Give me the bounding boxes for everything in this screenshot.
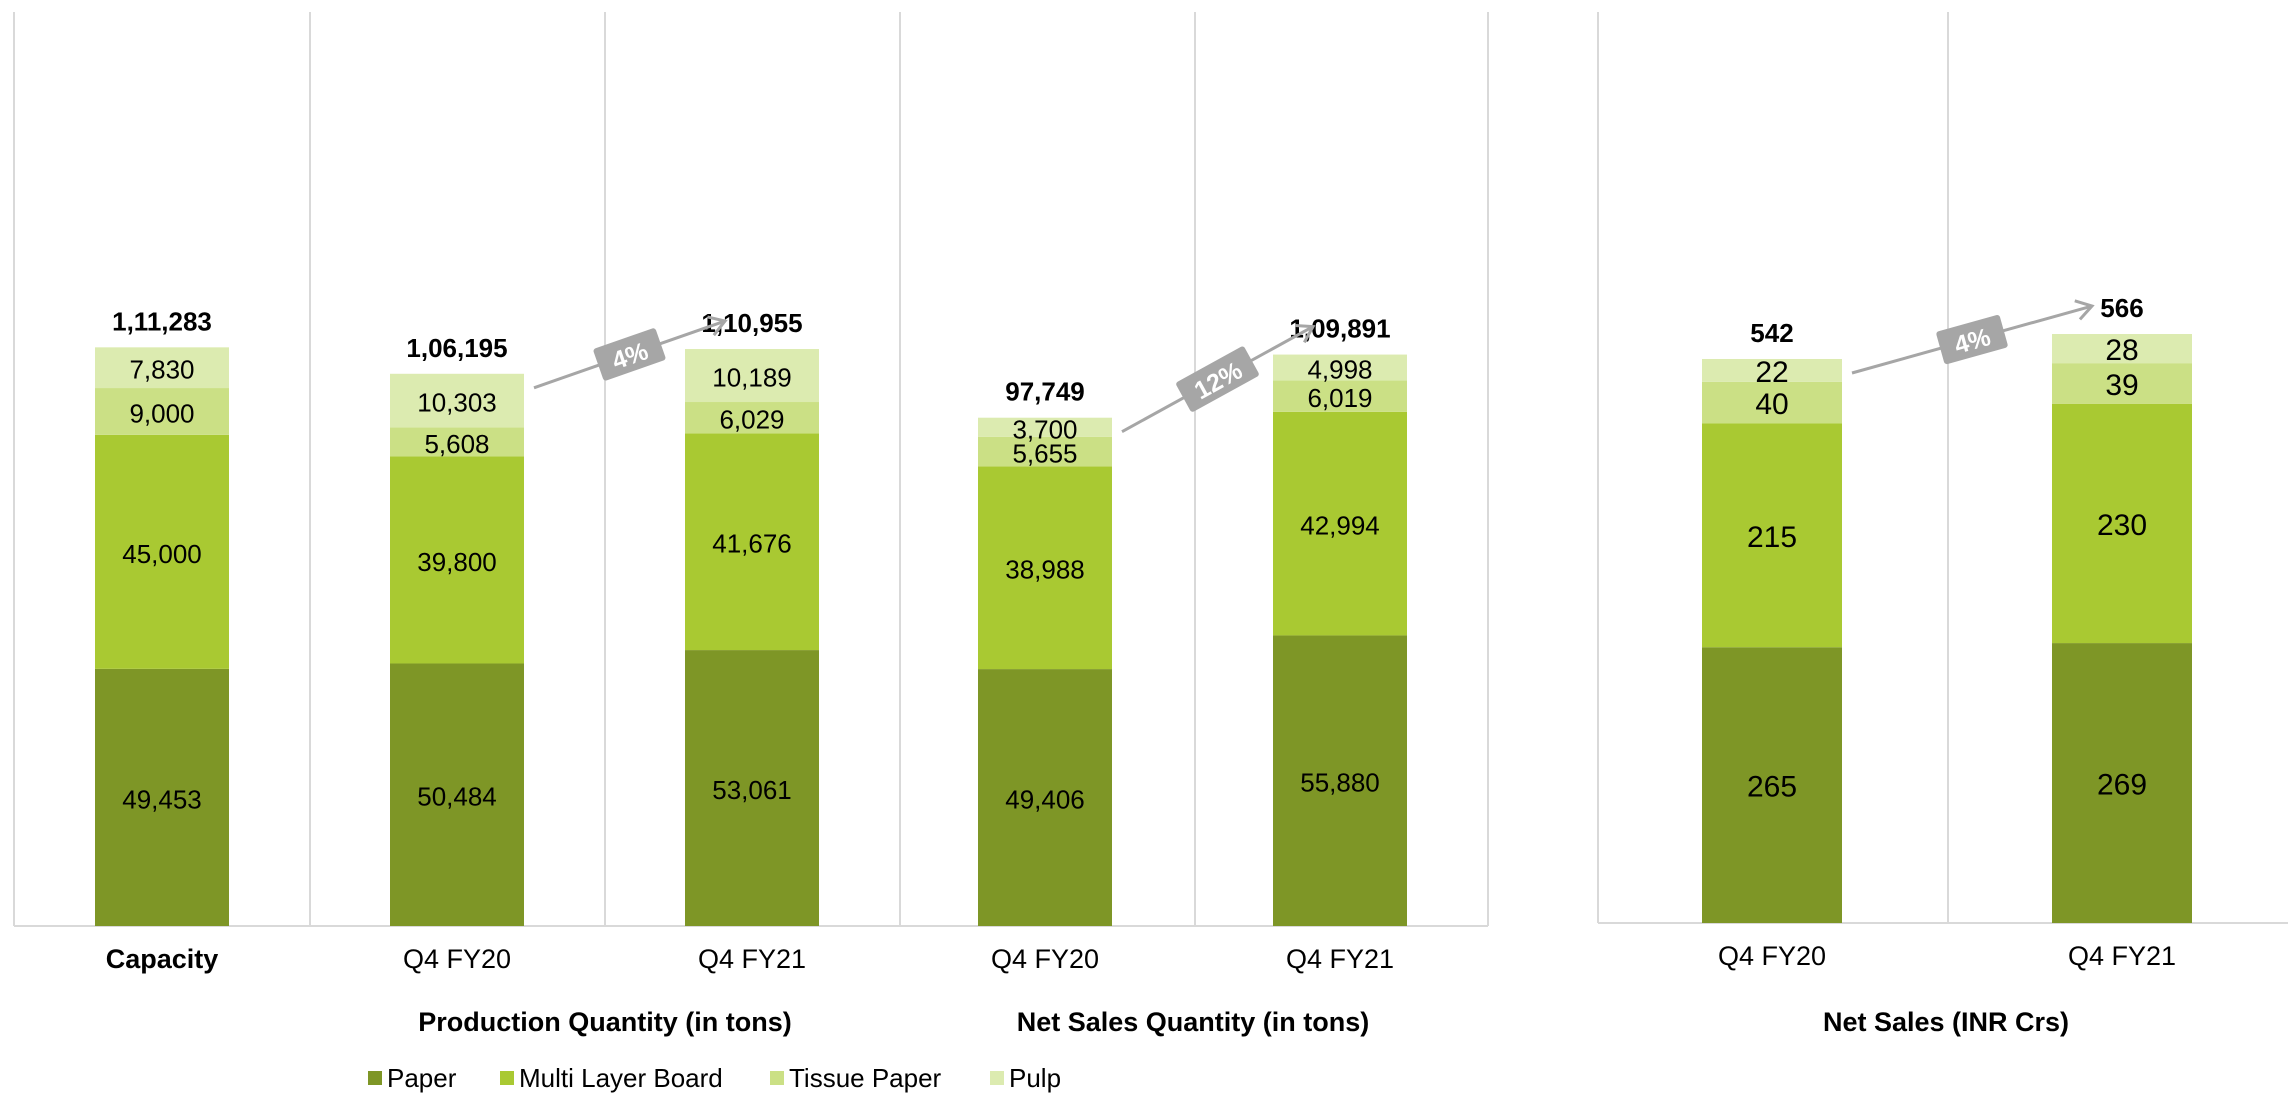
bar-total-label: 1,11,283	[112, 306, 212, 336]
bar-segment-multi-layer-board-1-0	[978, 466, 1112, 670]
legend-swatch-multi-layer-board	[500, 1071, 514, 1085]
bar-value-label: 5,608	[424, 429, 489, 459]
bar-total-label: 1,06,195	[406, 333, 507, 363]
bar-segment-paper-2-1	[2052, 643, 2192, 923]
bar-value-label: 215	[1747, 521, 1797, 554]
bar-value-label: 49,406	[1005, 785, 1085, 815]
legend-swatch-tissue-paper	[770, 1071, 784, 1085]
growth-arrow-head	[707, 315, 728, 337]
bar-segment-pulp-1-1	[1273, 354, 1407, 381]
bar-segment-pulp-0-2	[685, 349, 819, 403]
bar-total-label: 97,749	[1005, 377, 1085, 407]
growth-badge: 4%	[1936, 314, 2008, 365]
bar-value-label: 55,880	[1300, 768, 1380, 798]
bar-value-label: 269	[2097, 769, 2147, 802]
bar-value-label: 3,700	[1012, 414, 1077, 444]
growth-badge: 12%	[1176, 346, 1259, 412]
bar-segment-multi-layer-board-0-0	[95, 434, 229, 669]
bar-value-label: 10,189	[712, 363, 792, 393]
bar-value-label: 39	[2105, 369, 2138, 402]
bar-segment-paper-2-0	[1702, 647, 1842, 923]
legend-swatch-pulp	[990, 1071, 1004, 1085]
legend-label: Multi Layer Board	[519, 1063, 723, 1093]
growth-badge: 4%	[593, 328, 666, 381]
bar-value-label: 10,303	[417, 388, 497, 418]
category-label: Capacity	[106, 944, 219, 974]
category-label: Q4 FY21	[698, 944, 806, 974]
bar-value-label: 49,453	[122, 784, 202, 814]
bar-segment-paper-1-0	[978, 669, 1112, 926]
bar-value-label: 6,029	[719, 405, 784, 435]
bar-value-label: 45,000	[122, 539, 202, 569]
bar-value-label: 5,655	[1012, 439, 1077, 469]
growth-badge-box	[593, 328, 666, 381]
bar-segment-pulp-2-0	[1702, 358, 1842, 382]
bar-segment-paper-1-1	[1273, 635, 1407, 926]
chart-title: Production Quantity (in tons)	[418, 1007, 791, 1037]
bar-value-label: 50,484	[417, 782, 497, 812]
bar-value-label: 53,061	[712, 775, 792, 805]
bar-total-label: 566	[2100, 293, 2143, 323]
bar-segment-multi-layer-board-0-1	[390, 456, 524, 664]
bar-value-label: 7,830	[129, 355, 194, 385]
bar-segment-tissue-paper-1-1	[1273, 380, 1407, 412]
growth-badge-box	[1936, 314, 2008, 365]
bar-value-label: 22	[1755, 356, 1788, 389]
bar-value-label: 39,800	[417, 547, 497, 577]
growth-arrow-head	[2074, 299, 2095, 321]
category-label: Q4 FY21	[2068, 941, 2176, 971]
bar-segment-pulp-0-1	[390, 373, 524, 428]
bar-segment-tissue-paper-2-1	[2052, 363, 2192, 404]
bar-segment-paper-0-2	[685, 650, 819, 926]
bar-segment-multi-layer-board-2-0	[1702, 423, 1842, 648]
bar-segment-multi-layer-board-1-1	[1273, 411, 1407, 636]
bar-total-label: 542	[1750, 318, 1793, 348]
bar-segment-tissue-paper-2-0	[1702, 381, 1842, 424]
legend-label: Pulp	[1009, 1063, 1061, 1093]
bar-segment-pulp-2-1	[2052, 334, 2192, 364]
category-label: Q4 FY20	[991, 944, 1099, 974]
bar-segment-tissue-paper-0-1	[390, 427, 524, 457]
bar-value-label: 230	[2097, 509, 2147, 542]
bar-value-label: 9,000	[129, 398, 194, 428]
bar-segment-paper-0-1	[390, 663, 524, 926]
bar-segment-tissue-paper-0-0	[95, 388, 229, 435]
category-label: Q4 FY21	[1286, 944, 1394, 974]
category-label: Q4 FY20	[1718, 941, 1826, 971]
category-label: Q4 FY20	[403, 944, 511, 974]
bar-segment-paper-0-0	[95, 668, 229, 926]
bar-value-label: 6,019	[1307, 383, 1372, 413]
bar-segment-tissue-paper-0-2	[685, 402, 819, 434]
bar-segment-pulp-1-0	[978, 417, 1112, 437]
legend-swatch-paper	[368, 1071, 382, 1085]
bar-value-label: 38,988	[1005, 555, 1085, 585]
bar-segment-tissue-paper-1-0	[978, 436, 1112, 467]
chart-title: Net Sales Quantity (in tons)	[1017, 1007, 1370, 1037]
growth-badge-box	[1176, 346, 1259, 412]
bar-value-label: 28	[2105, 334, 2138, 367]
bar-segment-multi-layer-board-0-2	[685, 433, 819, 651]
chart-title: Net Sales (INR Crs)	[1823, 1007, 2069, 1037]
bar-value-label: 265	[1747, 771, 1797, 804]
growth-arrow-head	[1294, 323, 1316, 344]
bar-value-label: 4,998	[1307, 355, 1372, 385]
bar-segment-pulp-0-0	[95, 347, 229, 389]
legend-label: Paper	[387, 1063, 457, 1093]
bar-value-label: 40	[1755, 388, 1788, 421]
bar-segment-multi-layer-board-2-1	[2052, 403, 2192, 644]
bar-value-label: 41,676	[712, 529, 792, 559]
bar-value-label: 42,994	[1300, 511, 1380, 541]
legend-label: Tissue Paper	[789, 1063, 942, 1093]
